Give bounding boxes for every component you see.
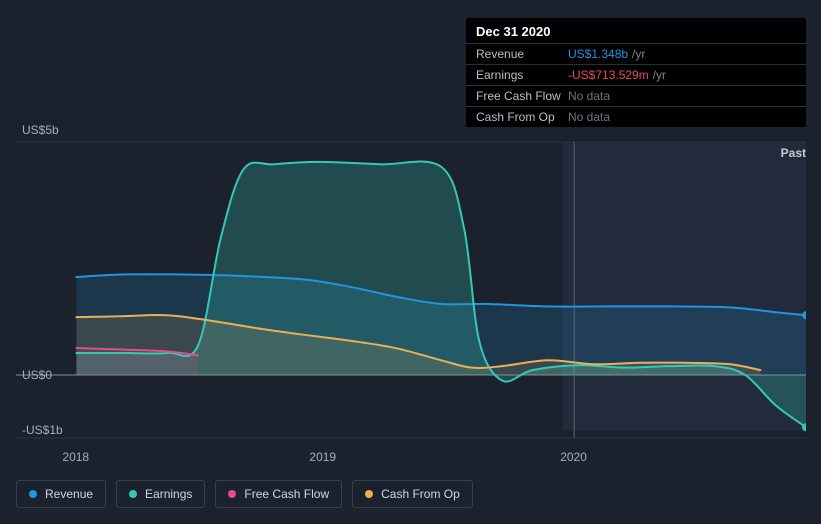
tooltip-row-label: Earnings — [476, 68, 568, 82]
legend-label: Revenue — [45, 487, 93, 501]
legend-item-free-cash-flow[interactable]: Free Cash Flow — [215, 480, 342, 508]
tooltip-row-label: Free Cash Flow — [476, 89, 568, 103]
legend-label: Earnings — [145, 487, 192, 501]
tooltip-row-label: Revenue — [476, 47, 568, 61]
legend-item-cash-from-op[interactable]: Cash From Op — [352, 480, 473, 508]
tooltip-row-unit: /yr — [632, 47, 645, 61]
tooltip-row: RevenueUS$1.348b/yr — [466, 43, 806, 64]
x-axis-label: 2020 — [560, 450, 587, 464]
tooltip-row-value: No data — [568, 89, 610, 103]
legend-swatch — [129, 490, 137, 498]
tooltip-row-unit: /yr — [653, 68, 666, 82]
tooltip-row-value: US$1.348b — [568, 47, 628, 61]
legend-label: Cash From Op — [381, 487, 460, 501]
tooltip-row: Earnings-US$713.529m/yr — [466, 64, 806, 85]
legend-item-earnings[interactable]: Earnings — [116, 480, 205, 508]
data-tooltip: Dec 31 2020 RevenueUS$1.348b/yrEarnings-… — [466, 18, 806, 127]
legend-item-revenue[interactable]: Revenue — [16, 480, 106, 508]
legend-swatch — [29, 490, 37, 498]
x-axis-label: 2019 — [309, 450, 336, 464]
y-axis-label: US$5b — [22, 123, 59, 137]
tooltip-row: Free Cash FlowNo data — [466, 85, 806, 106]
tooltip-date: Dec 31 2020 — [466, 18, 806, 43]
legend-label: Free Cash Flow — [244, 487, 329, 501]
chart-legend: Revenue Earnings Free Cash Flow Cash From O… — [16, 480, 473, 508]
legend-swatch — [228, 490, 236, 498]
chart-canvas — [16, 120, 806, 460]
x-axis-label: 2018 — [62, 450, 89, 464]
y-axis-label: US$0 — [22, 368, 52, 382]
financials-chart: Past US$5bUS$0-US$1b 201820192020 — [16, 120, 806, 460]
past-label: Past — [781, 146, 806, 160]
legend-swatch — [365, 490, 373, 498]
tooltip-row-value: -US$713.529m — [568, 68, 649, 82]
y-axis-label: -US$1b — [22, 423, 63, 437]
